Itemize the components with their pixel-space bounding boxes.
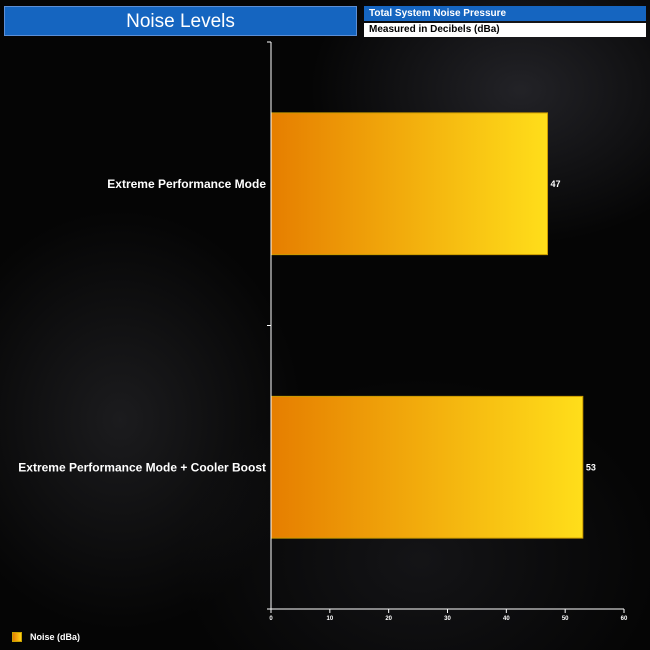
x-tick-label: 40: [503, 616, 510, 622]
chart-unit-note: Measured in Decibels (dBa): [364, 23, 646, 37]
labels-layer: 47 Extreme Performance Mode 53 Extreme Perf…: [18, 177, 628, 622]
legend-label: Noise (dBa): [30, 632, 81, 642]
x-tick-label: 20: [385, 616, 392, 622]
x-tick-label: 60: [621, 616, 628, 622]
axes: [267, 41, 625, 613]
category-label-1: Extreme Performance Mode: [107, 177, 266, 191]
bar-2: [270, 395, 584, 539]
bars-layer: [270, 112, 584, 539]
legend: Noise (dBa): [12, 631, 80, 643]
x-tick-label: 50: [562, 616, 569, 622]
data-label-2: 53: [586, 462, 596, 472]
x-tick-label: 30: [444, 616, 451, 622]
data-label-1: 47: [551, 179, 561, 189]
category-label-2: Extreme Performance Mode + Cooler Boost: [18, 460, 266, 474]
bar-1: [270, 112, 549, 256]
legend-swatch: [12, 632, 22, 642]
x-tick-label: 0: [269, 616, 273, 622]
chart-subtitle: Total System Noise Pressure: [364, 6, 646, 21]
x-tick-label: 10: [326, 616, 333, 622]
chart-title: Noise Levels: [4, 6, 357, 36]
